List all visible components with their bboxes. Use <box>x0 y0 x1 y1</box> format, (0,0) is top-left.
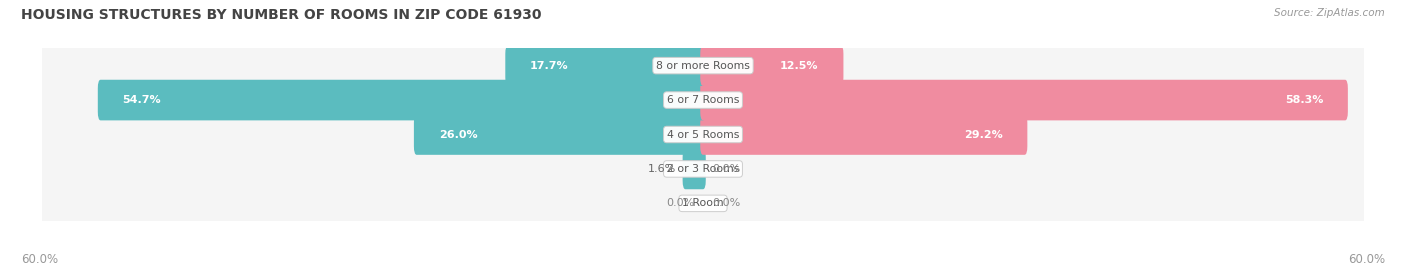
FancyBboxPatch shape <box>505 45 706 86</box>
Text: 12.5%: 12.5% <box>780 61 818 71</box>
FancyBboxPatch shape <box>98 80 706 121</box>
FancyBboxPatch shape <box>41 36 1365 95</box>
Text: 0.0%: 0.0% <box>711 198 740 208</box>
FancyBboxPatch shape <box>700 114 1028 155</box>
FancyBboxPatch shape <box>683 148 706 189</box>
Text: 4 or 5 Rooms: 4 or 5 Rooms <box>666 129 740 140</box>
Text: 6 or 7 Rooms: 6 or 7 Rooms <box>666 95 740 105</box>
FancyBboxPatch shape <box>41 104 1365 165</box>
Text: 54.7%: 54.7% <box>122 95 162 105</box>
Text: 58.3%: 58.3% <box>1285 95 1323 105</box>
FancyBboxPatch shape <box>41 139 1365 199</box>
Text: 0.0%: 0.0% <box>711 164 740 174</box>
FancyBboxPatch shape <box>41 139 1365 199</box>
FancyBboxPatch shape <box>41 70 1365 130</box>
Text: 60.0%: 60.0% <box>21 253 58 266</box>
Text: HOUSING STRUCTURES BY NUMBER OF ROOMS IN ZIP CODE 61930: HOUSING STRUCTURES BY NUMBER OF ROOMS IN… <box>21 8 541 22</box>
Text: 1 Room: 1 Room <box>682 198 724 208</box>
FancyBboxPatch shape <box>700 80 1348 121</box>
Text: 29.2%: 29.2% <box>965 129 1002 140</box>
Text: 26.0%: 26.0% <box>439 129 477 140</box>
Text: 8 or more Rooms: 8 or more Rooms <box>657 61 749 71</box>
Text: 60.0%: 60.0% <box>1348 253 1385 266</box>
FancyBboxPatch shape <box>41 35 1365 96</box>
Text: 1.6%: 1.6% <box>648 164 676 174</box>
FancyBboxPatch shape <box>41 70 1365 130</box>
FancyBboxPatch shape <box>41 105 1365 164</box>
FancyBboxPatch shape <box>700 45 844 86</box>
FancyBboxPatch shape <box>413 114 706 155</box>
FancyBboxPatch shape <box>41 173 1365 234</box>
FancyBboxPatch shape <box>41 174 1365 233</box>
Text: Source: ZipAtlas.com: Source: ZipAtlas.com <box>1274 8 1385 18</box>
Text: 0.0%: 0.0% <box>666 198 695 208</box>
Text: 2 or 3 Rooms: 2 or 3 Rooms <box>666 164 740 174</box>
Text: 17.7%: 17.7% <box>530 61 568 71</box>
